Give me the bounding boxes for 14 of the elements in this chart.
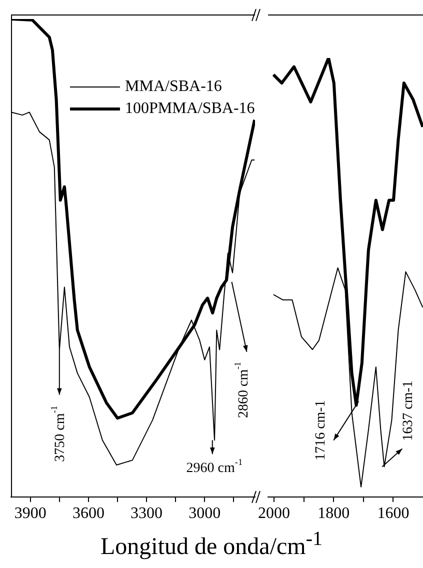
x-tick-label: 3000 bbox=[188, 504, 221, 522]
x-tick-label: 2000 bbox=[258, 504, 290, 522]
legend-label: MMA/SBA-16 bbox=[125, 78, 222, 96]
annotation: 1637 cm-1 bbox=[400, 380, 416, 441]
x-tick-label: 3900 bbox=[14, 504, 46, 522]
x-tick-label: 3600 bbox=[72, 504, 104, 522]
annotation: 3750 cm-1 bbox=[49, 406, 68, 462]
x-tick-label: 1800 bbox=[318, 504, 350, 522]
annotation: 1716 cm-1 bbox=[313, 400, 328, 460]
x-axis-title: Longitud de onda/cm$^{-1}$ bbox=[100, 528, 324, 561]
x-tick-label: 1600 bbox=[377, 504, 410, 522]
x-tick-label: 3300 bbox=[130, 504, 163, 522]
legend-label: 100PMMA/SBA-16 bbox=[125, 100, 255, 118]
annotation: 2860 cm-1 bbox=[232, 362, 252, 418]
